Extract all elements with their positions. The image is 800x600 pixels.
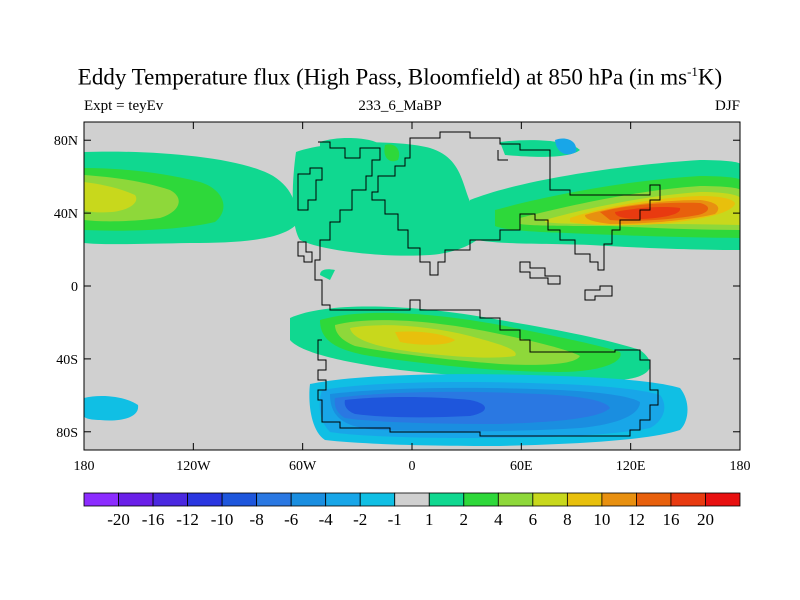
lon-tick-label: 180 — [730, 459, 751, 474]
colorbar-label: -8 — [250, 510, 264, 529]
colorbar-label: -10 — [211, 510, 234, 529]
colorbar-label: 8 — [563, 510, 572, 529]
colorbar-swatch — [636, 492, 672, 507]
lat-tick-label: 40S — [56, 353, 78, 368]
coast-nw-island — [297, 167, 323, 211]
colorbar-swatch — [221, 492, 258, 507]
colorbar-label: 16 — [662, 510, 679, 529]
colorbar-swatch — [601, 492, 637, 507]
lon-tick-label: 60W — [289, 459, 317, 474]
coast-north-fragment — [497, 150, 508, 161]
colorbar-label: 20 — [697, 510, 714, 529]
colorbar-label: -16 — [142, 510, 165, 529]
colorbar-label: -1 — [388, 510, 402, 529]
colorbar-swatch — [290, 492, 327, 507]
colorbar-label: 6 — [529, 510, 538, 529]
latitude-axis: 80N 40N 0 40S 80S — [54, 134, 740, 441]
contour-n-east-level16 — [615, 207, 681, 219]
coast-north-continent — [371, 131, 661, 276]
colorbar-label: 10 — [593, 510, 610, 529]
contour-small-spot — [320, 269, 335, 280]
colorbar-swatch — [428, 492, 465, 507]
lat-tick-label: 80S — [56, 426, 78, 441]
colorbar-label: 1 — [425, 510, 434, 529]
coast-main — [314, 141, 659, 437]
contour-s-level8 — [395, 331, 455, 345]
colorbar-swatch — [705, 492, 741, 507]
colorbar-swatch — [187, 492, 223, 507]
contour-n-central — [292, 142, 487, 256]
lon-tick-label: 120E — [616, 459, 646, 474]
colorbar-swatch — [566, 492, 603, 507]
lat-tick-label: 0 — [71, 280, 78, 295]
run-label: 233_6_MaBP — [358, 98, 442, 114]
colorbar-label: -20 — [107, 510, 130, 529]
contour-sw-cyan — [84, 396, 139, 421]
colorbar-label: 4 — [494, 510, 503, 529]
colorbar-label: 12 — [628, 510, 645, 529]
colorbar-swatch — [325, 492, 361, 507]
lon-tick-label: 0 — [409, 459, 416, 474]
colorbar-swatch — [359, 492, 396, 507]
contour-n-west-level6 — [84, 182, 137, 213]
contour-so-level-8 — [344, 397, 485, 418]
lat-tick-label: 40N — [54, 207, 78, 222]
colorbar-swatch — [463, 492, 499, 507]
colorbar-label: -4 — [319, 510, 334, 529]
longitude-axis: 180 120W 60W 0 60E 120E 180 — [74, 122, 751, 474]
plot-title: Eddy Temperature flux (High Pass, Bloomf… — [77, 64, 723, 90]
coast-small-island — [297, 241, 313, 263]
lon-tick-label: 60E — [510, 459, 533, 474]
colorbar-swatch — [670, 492, 706, 507]
colorbar-swatch — [83, 492, 119, 507]
colorbar-swatch — [118, 492, 154, 507]
coastlines — [297, 131, 661, 437]
contour-n-central-green-spot — [384, 144, 400, 162]
colorbar-swatch — [532, 492, 568, 507]
colorbar-swatch — [497, 492, 534, 507]
colorbar-label: -2 — [353, 510, 367, 529]
colorbar-swatch — [256, 492, 292, 507]
contour-n-blue-spot — [555, 138, 577, 155]
coast-east-islands — [519, 261, 561, 285]
colorbar: -20 -16 -12 -10 -8 -6 -4 -2 -1 1 2 4 6 8 10 12 16 20 — [83, 492, 741, 529]
lon-tick-label: 180 — [74, 459, 95, 474]
colorbar-label: -6 — [284, 510, 298, 529]
colorbar-label: 2 — [460, 510, 469, 529]
colorbar-swatch — [394, 492, 430, 507]
lat-tick-label: 80N — [54, 134, 78, 149]
flux-contours — [84, 138, 740, 446]
season-label: DJF — [714, 98, 740, 114]
colorbar-swatch — [152, 492, 188, 507]
colorbar-label: -12 — [176, 510, 199, 529]
lon-tick-label: 120W — [176, 459, 211, 474]
coast-se-island — [584, 285, 613, 301]
experiment-label: Expt = teyEv — [84, 98, 164, 114]
